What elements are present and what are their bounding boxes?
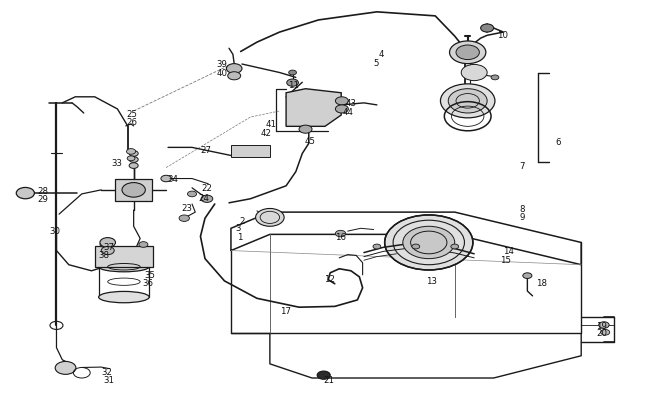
Circle shape xyxy=(448,90,487,114)
Text: 4: 4 xyxy=(378,49,383,58)
Circle shape xyxy=(287,80,298,87)
Text: 1: 1 xyxy=(237,232,243,241)
Circle shape xyxy=(480,25,493,33)
Circle shape xyxy=(450,42,486,64)
Polygon shape xyxy=(286,90,341,127)
Circle shape xyxy=(129,157,138,163)
Text: 42: 42 xyxy=(260,128,271,137)
Text: 27: 27 xyxy=(200,145,211,155)
Text: 43: 43 xyxy=(346,99,357,108)
Text: 18: 18 xyxy=(536,278,547,287)
Circle shape xyxy=(412,245,420,249)
Circle shape xyxy=(335,231,346,237)
Circle shape xyxy=(335,98,348,106)
Text: 35: 35 xyxy=(145,270,156,279)
Text: 38: 38 xyxy=(98,250,109,260)
Text: 26: 26 xyxy=(126,118,137,127)
Text: 17: 17 xyxy=(280,306,291,315)
Text: 41: 41 xyxy=(265,119,276,128)
Circle shape xyxy=(161,176,172,182)
Text: 13: 13 xyxy=(426,277,437,286)
Circle shape xyxy=(289,71,296,76)
Circle shape xyxy=(373,245,381,249)
Text: 44: 44 xyxy=(343,108,354,117)
Text: 29: 29 xyxy=(38,195,49,204)
Circle shape xyxy=(491,76,499,81)
Bar xyxy=(231,146,270,158)
Circle shape xyxy=(335,106,348,114)
Bar xyxy=(95,246,153,267)
Circle shape xyxy=(187,192,196,197)
Circle shape xyxy=(16,188,34,199)
Text: 3: 3 xyxy=(235,224,241,232)
Text: 9: 9 xyxy=(519,212,525,221)
Text: 33: 33 xyxy=(111,158,122,167)
Text: 8: 8 xyxy=(519,204,525,213)
Text: 40: 40 xyxy=(216,69,228,78)
Circle shape xyxy=(523,273,532,279)
Text: 7: 7 xyxy=(519,162,525,171)
Text: 23: 23 xyxy=(181,203,192,212)
Bar xyxy=(116,179,152,202)
Circle shape xyxy=(179,215,189,222)
Circle shape xyxy=(599,322,609,328)
Text: 30: 30 xyxy=(49,226,60,235)
Text: 24: 24 xyxy=(198,193,209,202)
Ellipse shape xyxy=(99,292,150,303)
Ellipse shape xyxy=(99,262,150,272)
Circle shape xyxy=(129,163,138,169)
Circle shape xyxy=(227,72,240,81)
Text: 15: 15 xyxy=(500,255,511,264)
Circle shape xyxy=(101,247,114,255)
Circle shape xyxy=(100,242,109,248)
Circle shape xyxy=(441,85,495,119)
Circle shape xyxy=(317,371,330,379)
Text: 39: 39 xyxy=(216,60,228,68)
Text: 19: 19 xyxy=(596,321,607,330)
Circle shape xyxy=(451,245,459,249)
Text: 6: 6 xyxy=(555,137,561,147)
Text: 11: 11 xyxy=(288,81,299,90)
Circle shape xyxy=(456,46,479,60)
Text: 45: 45 xyxy=(304,136,315,146)
Text: 5: 5 xyxy=(374,59,379,68)
Text: 34: 34 xyxy=(168,175,178,183)
Circle shape xyxy=(226,64,242,74)
Circle shape xyxy=(127,149,136,155)
Text: 31: 31 xyxy=(103,375,114,384)
Text: 32: 32 xyxy=(101,367,112,376)
Text: 25: 25 xyxy=(126,110,137,119)
Circle shape xyxy=(100,238,116,248)
Text: 22: 22 xyxy=(202,184,213,193)
Text: 16: 16 xyxy=(335,232,346,241)
Circle shape xyxy=(127,156,135,161)
Circle shape xyxy=(462,65,487,81)
Circle shape xyxy=(403,227,455,259)
Circle shape xyxy=(201,196,213,203)
Text: 36: 36 xyxy=(142,279,153,288)
Text: 28: 28 xyxy=(38,187,49,196)
Circle shape xyxy=(601,330,610,335)
Circle shape xyxy=(139,242,148,248)
Text: 20: 20 xyxy=(596,328,607,337)
Circle shape xyxy=(122,183,146,198)
Circle shape xyxy=(299,126,312,134)
Circle shape xyxy=(129,151,138,157)
Circle shape xyxy=(55,362,76,375)
Text: 14: 14 xyxy=(503,247,514,256)
Text: 10: 10 xyxy=(497,30,508,40)
Text: 21: 21 xyxy=(324,375,335,384)
Text: 12: 12 xyxy=(324,275,335,284)
Text: 2: 2 xyxy=(239,216,245,225)
Circle shape xyxy=(385,215,473,270)
Circle shape xyxy=(255,209,284,227)
Text: 37: 37 xyxy=(103,243,114,252)
